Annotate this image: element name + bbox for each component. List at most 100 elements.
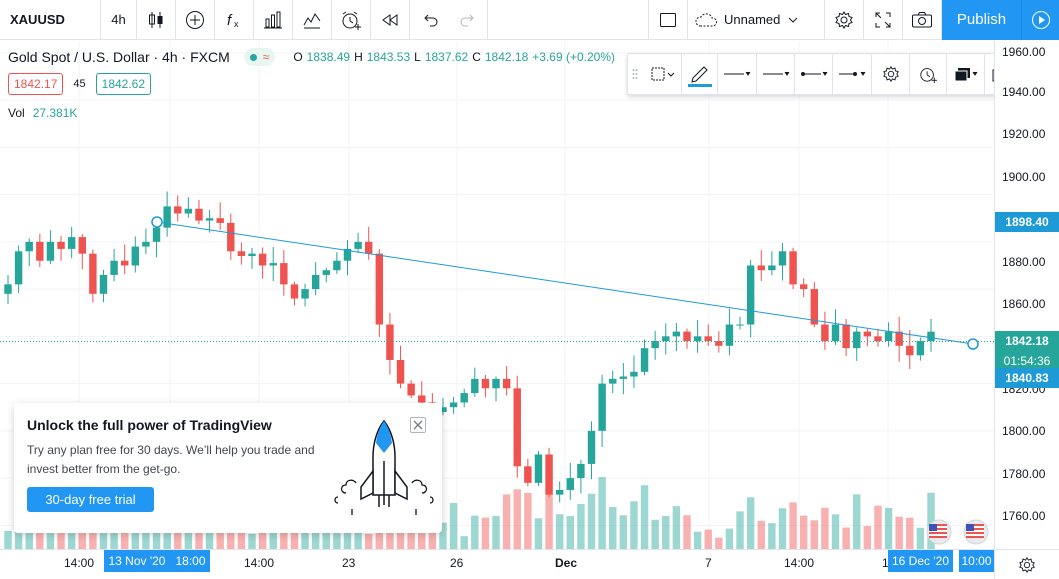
line-width-icon [724,71,751,76]
candle-body [874,336,882,342]
templates-button[interactable] [293,0,332,40]
layout-name-button[interactable]: Unnamed [688,0,825,40]
volume-bar [874,505,882,549]
volume-bar [534,518,543,549]
sell-price-button[interactable]: 1842.17 [8,73,64,95]
candle-body [120,260,129,266]
candle-body [906,345,914,356]
price-tick: 1800.00 [1002,424,1046,438]
volume-bar [502,494,511,549]
market-status-badge[interactable]: ≈ [243,48,276,66]
financials-button[interactable] [254,0,293,40]
free-trial-button[interactable]: 30-day free trial [27,487,154,512]
candle-body [131,246,140,266]
volume-bar [587,493,596,549]
templates-icon [303,12,321,28]
settings-button[interactable] [825,0,864,40]
interval-button[interactable]: 4h [101,0,137,40]
event-flag-2 [963,519,989,545]
time-tick: 14:00 [64,556,95,570]
upgrade-promo-panel: Unlock the full power of TradingView Try… [14,403,442,533]
line-end-button[interactable] [833,53,872,95]
volume-bar [428,523,437,549]
volume-bar [853,494,861,549]
volume-bar [364,533,373,549]
volume-bar [789,502,797,549]
price-tick: 1960.00 [1002,45,1046,59]
visibility-button[interactable] [947,53,985,95]
data-delay-icon: ≈ [262,50,270,64]
candle-body [640,348,649,372]
volume-bar [290,517,299,549]
candle-body [799,284,808,290]
redo-icon [460,14,474,26]
drawing-alert-button[interactable] [910,53,947,95]
volume-bar [746,497,755,549]
volume-bar [195,532,203,549]
chart-type-button[interactable] [137,0,176,40]
drag-handle[interactable] [628,53,642,95]
candle-body [683,331,691,342]
symbol-title[interactable]: Gold Spot / U.S. Dollar · 4h · FXCM [8,49,230,65]
replay-button[interactable] [371,0,410,40]
volume-bar [481,517,490,549]
volume-bar [927,492,935,549]
volume-bar [799,515,808,549]
buy-price-button[interactable]: 1842.62 [95,73,152,95]
candle-body [237,251,246,257]
volume-bar [725,528,734,549]
volume-bar [863,526,872,549]
volume-bar [916,527,925,549]
volume-bar [598,477,606,549]
chart-settings-corner[interactable] [994,549,1059,579]
drawing-settings-button[interactable] [872,53,910,95]
change-value: +3.69 (+0.20%) [532,50,615,64]
undo-button[interactable] [410,0,449,40]
low-label: L [414,50,421,64]
bar-countdown-label: 01:54:36 [995,351,1059,371]
line-start-button[interactable] [795,53,833,95]
candle-body [110,260,118,275]
line-width-button[interactable] [718,53,757,95]
price-tick: 1920.00 [1002,127,1046,141]
trend-line-handle-end [967,338,979,350]
publish-button[interactable]: Publish [942,0,1021,40]
candle-body [778,251,787,266]
compare-button[interactable] [176,0,215,40]
line-style-button[interactable] [757,53,795,95]
candle-body [619,376,628,379]
svg-text:x: x [234,19,239,29]
price-scale[interactable] [994,41,1059,549]
fullscreen-layout-button[interactable] [649,0,688,40]
alert-button[interactable] [332,0,371,40]
low-value: 1837.62 [424,50,469,64]
candle-body [502,378,511,389]
candle-body [396,359,405,384]
time-tick: Dec [555,556,578,570]
volume-bar [524,492,532,549]
publish-menu-button[interactable] [1021,0,1059,40]
line-start-icon [800,71,827,76]
symbol-search[interactable]: XAUUSD [0,0,101,40]
candle-body [290,284,299,299]
line-color-button[interactable] [682,53,718,95]
volume-bar [439,522,447,549]
template-button[interactable] [642,53,682,95]
snapshot-button[interactable] [903,0,942,40]
interval-label: 4h [111,12,126,27]
volume-bar [120,528,129,549]
promo-close-button[interactable] [410,417,426,433]
fullscreen-button[interactable] [864,0,903,40]
candle-body [630,371,638,377]
volume-bar [237,526,246,549]
volume-bar [778,508,787,549]
undo-icon [423,14,437,26]
candle-body [481,378,490,389]
financials-icon [264,11,282,28]
volume-bar [566,516,575,549]
candle-body [577,463,585,479]
redo-button[interactable] [449,0,488,40]
candle-body [704,336,712,342]
